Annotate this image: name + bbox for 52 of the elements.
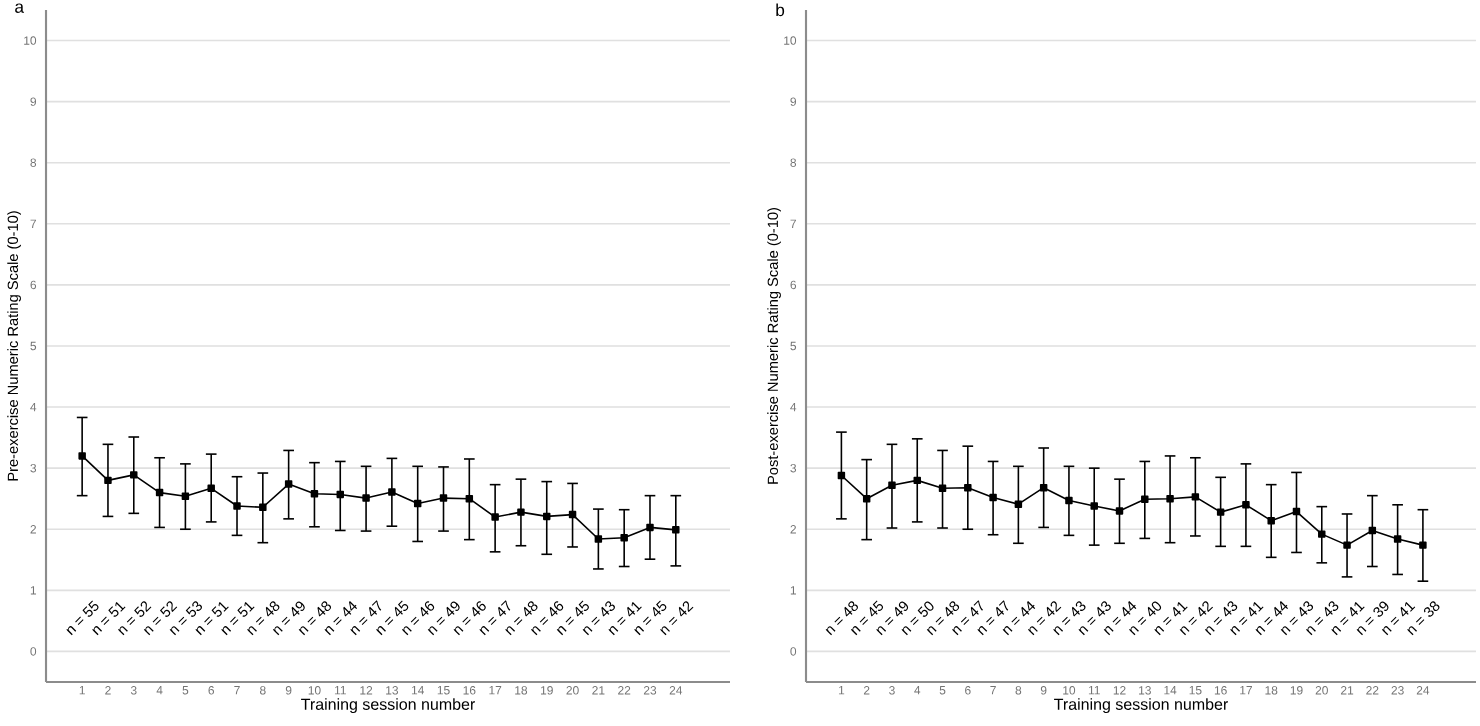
point (646, 523, 654, 532)
point (207, 484, 215, 493)
point (78, 452, 86, 460)
x-axis-title: Training session number (301, 698, 475, 714)
point (181, 492, 190, 500)
point (594, 535, 603, 543)
point (465, 494, 474, 503)
point (233, 502, 241, 510)
point (104, 476, 112, 485)
point (964, 483, 972, 492)
point (1393, 535, 1402, 543)
point (1115, 507, 1124, 515)
point (1318, 530, 1326, 538)
point (938, 484, 947, 493)
point (1039, 483, 1048, 492)
point (888, 481, 896, 489)
point (989, 493, 997, 502)
point (1368, 526, 1377, 535)
point (913, 476, 921, 485)
chart-title: a (15, 3, 25, 13)
point (862, 494, 871, 503)
x-axis-title: Training session number (1054, 698, 1228, 714)
point (672, 526, 680, 534)
point (620, 534, 628, 542)
point (1292, 507, 1301, 516)
point (388, 488, 396, 496)
point (336, 490, 344, 499)
point (837, 471, 846, 480)
chart-title: b (776, 3, 785, 17)
point (517, 508, 525, 516)
point (1242, 501, 1250, 509)
point (568, 510, 577, 519)
point (155, 488, 164, 497)
point (310, 490, 319, 498)
point (439, 494, 448, 502)
point (1090, 502, 1098, 510)
point (259, 503, 267, 511)
point (1191, 493, 1200, 501)
point (1419, 541, 1427, 549)
point (130, 471, 138, 479)
point (1014, 500, 1023, 508)
point (543, 512, 551, 521)
point (413, 499, 422, 508)
point (1065, 496, 1073, 505)
point (1216, 508, 1225, 516)
point (1141, 495, 1149, 504)
point (1343, 541, 1351, 549)
point (1166, 494, 1174, 503)
point (1267, 516, 1275, 525)
point (362, 494, 370, 502)
point (284, 480, 293, 488)
point (491, 513, 499, 521)
